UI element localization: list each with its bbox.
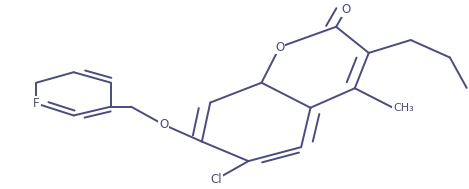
Text: Cl: Cl [210, 173, 222, 186]
Text: F: F [33, 97, 40, 110]
Text: O: O [159, 118, 168, 131]
Text: O: O [342, 3, 351, 16]
Text: O: O [275, 40, 284, 53]
Text: CH₃: CH₃ [393, 103, 414, 113]
